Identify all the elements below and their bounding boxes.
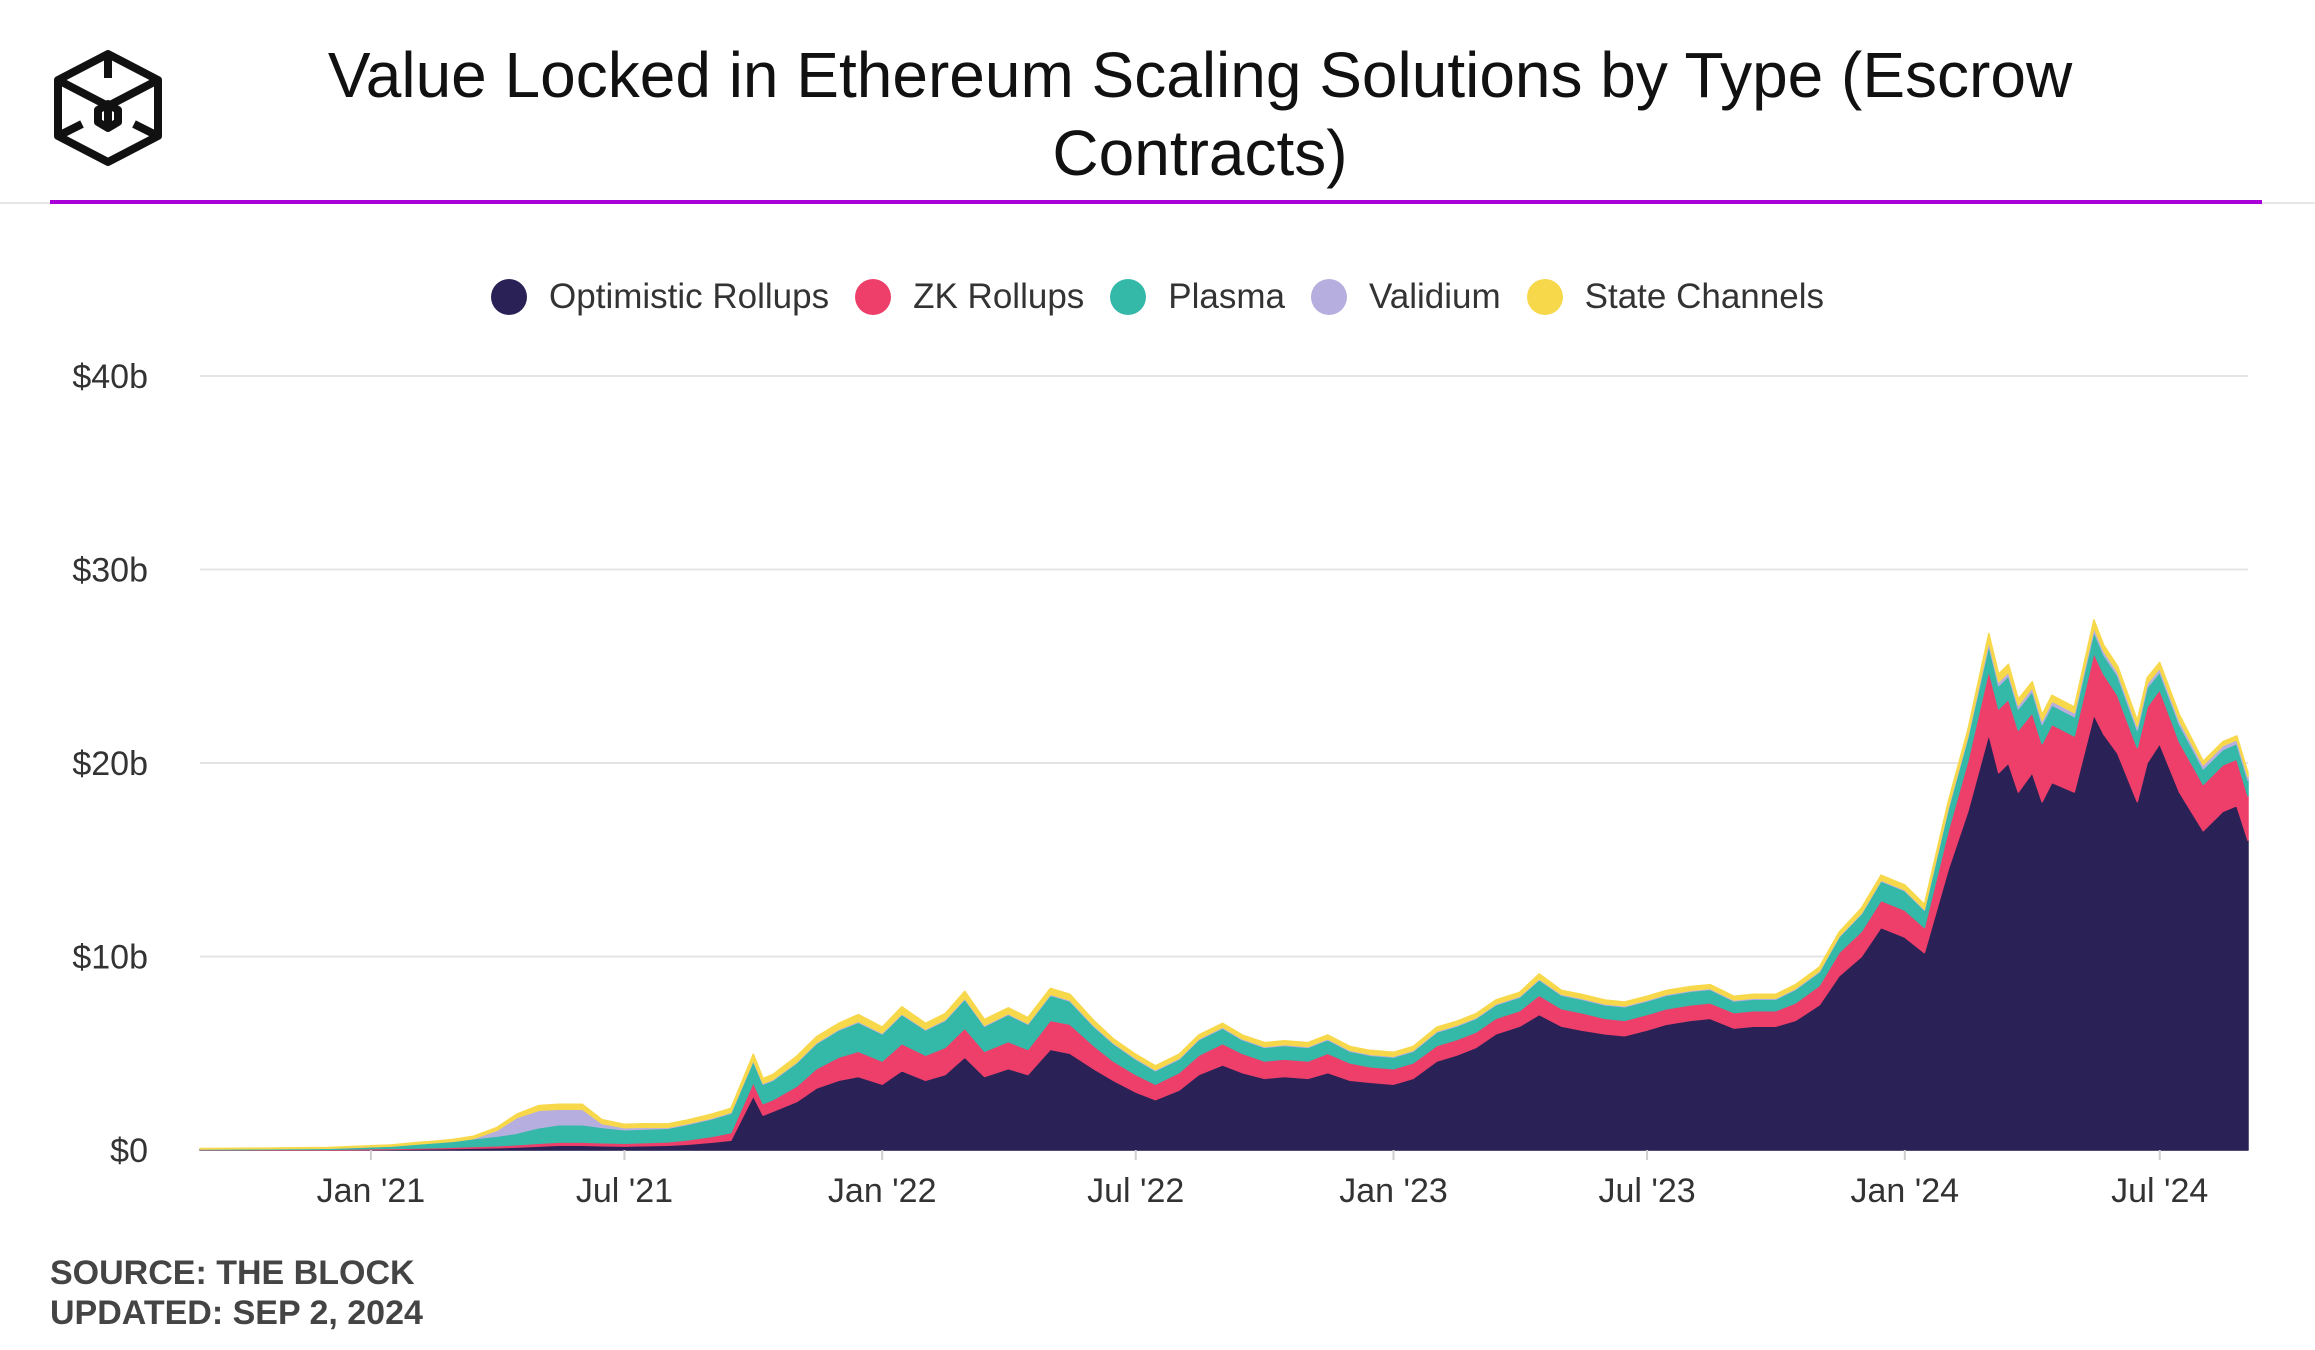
x-tick-label: Jul '23 xyxy=(1598,1172,1695,1210)
accent-divider xyxy=(50,200,2262,204)
legend-swatch xyxy=(1311,279,1347,315)
legend-item[interactable]: State Channels xyxy=(1526,277,1824,317)
chart-title: Value Locked in Ethereum Scaling Solutio… xyxy=(327,39,2073,189)
y-tick-label: $10b xyxy=(72,939,148,977)
legend-item[interactable]: Plasma xyxy=(1110,277,1285,317)
updated-note: UPDATED: SEP 2, 2024 xyxy=(50,1294,423,1332)
x-tick-label: Jul '22 xyxy=(1087,1172,1184,1210)
legend-label: Plasma xyxy=(1168,277,1285,316)
source-note: SOURCE: THE BLOCK xyxy=(50,1254,415,1292)
area-series xyxy=(199,619,2249,1151)
x-tick-label: Jul '21 xyxy=(576,1172,673,1210)
legend-item[interactable]: ZK Rollups xyxy=(855,277,1084,317)
chart-legend: Optimistic Rollups ZK Rollups Plasma Validi… xyxy=(0,272,2315,322)
legend-swatch xyxy=(491,279,528,315)
legend-item[interactable]: Validium xyxy=(1311,277,1501,317)
legend-swatch xyxy=(1526,279,1563,315)
legend-label: ZK Rollups xyxy=(913,277,1085,316)
x-tick-label: Jan '23 xyxy=(1339,1172,1448,1210)
area-optimistic-rollups[interactable] xyxy=(199,713,2249,1151)
legend-label: Optimistic Rollups xyxy=(549,277,830,316)
legend-label: State Channels xyxy=(1584,277,1824,316)
x-tick-label: Jan '21 xyxy=(317,1172,426,1210)
x-tick-label: Jan '24 xyxy=(1851,1172,1960,1210)
y-tick-label: $40b xyxy=(72,358,148,396)
y-tick-label: $20b xyxy=(72,745,148,783)
legend-swatch xyxy=(855,279,892,315)
the-block-logo-icon xyxy=(54,50,162,166)
axis-labels: $0 $10b $20b $30b $40b Jan '21 Jul '21 Jan '22 J… xyxy=(72,358,2208,1210)
area-state-channels[interactable] xyxy=(199,619,2249,1150)
x-tick-label: Jul '24 xyxy=(2111,1172,2208,1210)
x-tick-label: Jan '22 xyxy=(828,1172,937,1210)
legend-label: Validium xyxy=(1369,277,1501,316)
legend-item[interactable]: Optimistic Rollups xyxy=(491,277,829,317)
legend-swatch xyxy=(1110,279,1147,315)
y-tick-label: $0 xyxy=(110,1132,148,1170)
y-tick-label: $30b xyxy=(72,552,148,590)
